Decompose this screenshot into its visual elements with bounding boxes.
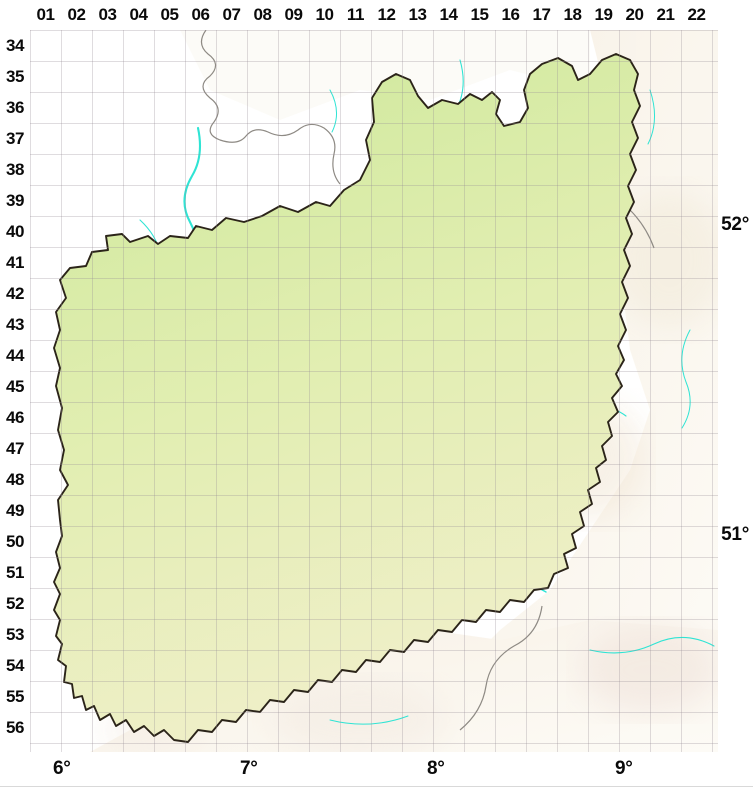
column-label: 04 bbox=[129, 5, 148, 24]
row-label: 42 bbox=[5, 283, 25, 303]
row-label: 41 bbox=[5, 252, 25, 272]
row-label: 46 bbox=[5, 407, 25, 427]
column-label: 20 bbox=[625, 5, 644, 24]
row-label: 37 bbox=[5, 128, 25, 148]
row-label: 38 bbox=[5, 159, 25, 179]
row-label: 56 bbox=[5, 717, 25, 737]
column-label: 02 bbox=[67, 5, 86, 24]
row-label: 47 bbox=[5, 438, 25, 458]
row-label: 54 bbox=[5, 655, 25, 675]
row-label: 51 bbox=[5, 562, 25, 582]
row-label: 53 bbox=[5, 624, 25, 644]
row-label: 34 bbox=[5, 35, 25, 55]
row-label: 36 bbox=[5, 97, 25, 117]
longitude-label: 8° bbox=[427, 758, 445, 779]
column-label: 18 bbox=[563, 5, 582, 24]
column-label: 07 bbox=[222, 5, 241, 24]
row-label: 52 bbox=[5, 593, 25, 613]
row-label: 39 bbox=[5, 190, 25, 210]
column-label: 16 bbox=[501, 5, 520, 24]
row-label: 49 bbox=[5, 500, 25, 520]
column-label: 14 bbox=[439, 5, 458, 24]
column-label: 06 bbox=[191, 5, 210, 24]
row-label: 48 bbox=[5, 469, 25, 489]
relief-map bbox=[30, 30, 718, 752]
column-label: 01 bbox=[36, 5, 55, 24]
column-label: 11 bbox=[346, 5, 365, 24]
column-label: 21 bbox=[656, 5, 675, 24]
column-label: 10 bbox=[315, 5, 334, 24]
column-label: 12 bbox=[377, 5, 396, 24]
column-label: 03 bbox=[98, 5, 117, 24]
longitude-label: 7° bbox=[240, 758, 258, 779]
column-label: 22 bbox=[687, 5, 706, 24]
latitude-label: 52° bbox=[721, 214, 749, 235]
row-label: 45 bbox=[5, 376, 25, 396]
right-gutter bbox=[718, 0, 753, 787]
map-viewport[interactable] bbox=[30, 30, 718, 752]
row-header-strip: 34 35 36 37 38 39 40 41 42 43 44 45 46 47 48 49 50 51 52 53… bbox=[0, 0, 30, 752]
column-header-strip: 01 02 03 04 05 06 07 08 09 10 11 12 13 14 15 16 17 18 19 20… bbox=[0, 0, 722, 30]
row-label: 50 bbox=[5, 531, 25, 551]
neighbour-borders bbox=[200, 30, 655, 731]
longitude-label: 6° bbox=[53, 758, 71, 779]
longitude-label: 9° bbox=[615, 758, 633, 779]
column-label: 05 bbox=[160, 5, 179, 24]
column-label: 19 bbox=[594, 5, 613, 24]
column-label: 13 bbox=[408, 5, 427, 24]
latitude-label: 51° bbox=[721, 524, 749, 545]
bottom-gutter bbox=[0, 752, 753, 787]
row-label: 55 bbox=[5, 686, 25, 706]
row-label: 44 bbox=[5, 345, 25, 365]
column-label: 15 bbox=[470, 5, 489, 24]
column-label: 09 bbox=[284, 5, 303, 24]
column-label: 08 bbox=[253, 5, 272, 24]
row-label: 40 bbox=[5, 221, 25, 241]
column-label: 17 bbox=[532, 5, 551, 24]
row-label: 35 bbox=[5, 66, 25, 86]
row-label: 43 bbox=[5, 314, 25, 334]
